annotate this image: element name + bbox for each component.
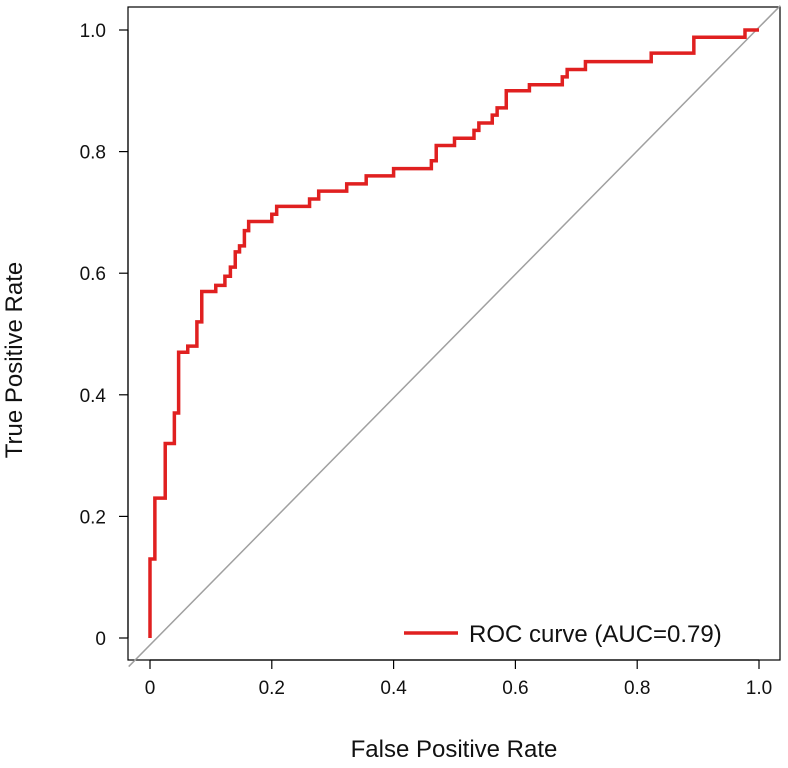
legend: ROC curve (AUC=0.79)	[404, 621, 722, 648]
x-axis-title: False Positive Rate	[351, 736, 558, 763]
y-axis: 0 0.2 0.4 0.6 0.8 1.0	[80, 21, 129, 650]
y-axis-title: True Positive Rate	[1, 262, 28, 459]
x-tick-label: 1.0	[746, 678, 772, 699]
x-tick-label: 0.2	[259, 678, 285, 699]
legend-label: ROC curve (AUC=0.79)	[469, 621, 722, 648]
y-tick-label: 0.8	[80, 143, 106, 164]
diagonal-reference-line	[128, 5, 781, 668]
roc-curve-line	[148, 28, 759, 638]
y-tick-label: 0	[95, 629, 106, 650]
x-tick-label: 0.8	[624, 678, 650, 699]
x-tick-label: 0.4	[380, 678, 407, 699]
y-tick-label: 0.6	[80, 264, 106, 285]
curve-layer	[148, 28, 759, 638]
y-tick-label: 0.4	[80, 386, 107, 407]
x-tick-label: 0.6	[502, 678, 528, 699]
y-tick-label: 0.2	[80, 507, 106, 528]
x-axis: 0 0.2 0.4 0.6 0.8 1.0	[145, 659, 772, 699]
x-tick-label: 0	[145, 678, 156, 699]
diagonal-layer	[128, 5, 781, 668]
y-tick-label: 1.0	[80, 21, 106, 42]
